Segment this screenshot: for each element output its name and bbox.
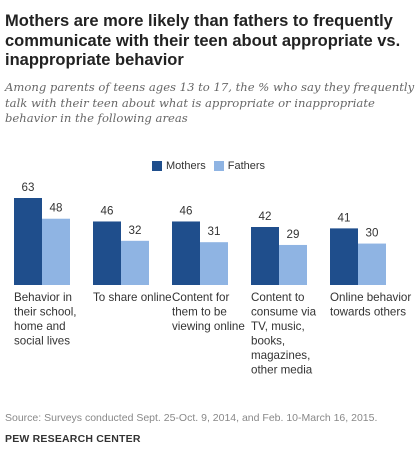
bar-fathers-4 — [358, 243, 386, 285]
bar-fathers-2 — [200, 242, 228, 285]
chart-title: Mothers are more likely than fathers to … — [5, 12, 401, 69]
legend-swatch-mothers — [152, 161, 162, 171]
category-label-3: Content to consume via TV, music, books, mag… — [251, 291, 317, 377]
legend-item-fathers: Fathers — [213, 160, 266, 172]
category-label-2: Content for them to be viewing online — [172, 291, 245, 333]
legend: Mothers Fathers — [152, 158, 273, 174]
legend-item-mothers: Mothers — [152, 160, 206, 172]
bar-fathers-1 — [121, 240, 149, 285]
bar-mothers-0 — [14, 198, 42, 285]
data-label-fathers-1: 32 — [129, 224, 142, 237]
data-label-fathers-3: 29 — [287, 228, 300, 241]
category-label-4: Online behavior towards others — [330, 291, 411, 319]
data-label-fathers-4: 30 — [366, 227, 379, 240]
chart-subtitle: Among parents of teens ages 13 to 17, th… — [5, 80, 415, 125]
data-label-mothers-3: 42 — [259, 210, 272, 223]
data-label-mothers-1: 46 — [101, 204, 114, 217]
legend-label-mothers: Mothers — [166, 160, 206, 172]
legend-label-fathers: Fathers — [227, 160, 266, 172]
data-label-fathers-2: 31 — [208, 225, 221, 238]
data-label-mothers-2: 46 — [180, 204, 193, 217]
legend-swatch-fathers — [213, 161, 224, 171]
bar-fathers-0 — [42, 218, 70, 285]
bar-mothers-4 — [330, 228, 358, 285]
category-label-0: Behavior in their school, home and social l… — [14, 291, 77, 348]
data-label-mothers-4: 41 — [338, 211, 351, 224]
bar-mothers-3 — [251, 227, 279, 285]
bar-fathers-3 — [279, 244, 307, 285]
data-label-mothers-0: 63 — [22, 181, 35, 194]
bar-mothers-1 — [93, 221, 121, 285]
data-label-fathers-0: 48 — [50, 202, 63, 215]
org-name: PEW RESEARCH CENTER — [5, 433, 141, 445]
bar-mothers-2 — [172, 221, 200, 285]
source-note: Source: Surveys conducted Sept. 25-Oct. … — [5, 412, 378, 424]
category-label-1: To share online — [93, 291, 172, 304]
